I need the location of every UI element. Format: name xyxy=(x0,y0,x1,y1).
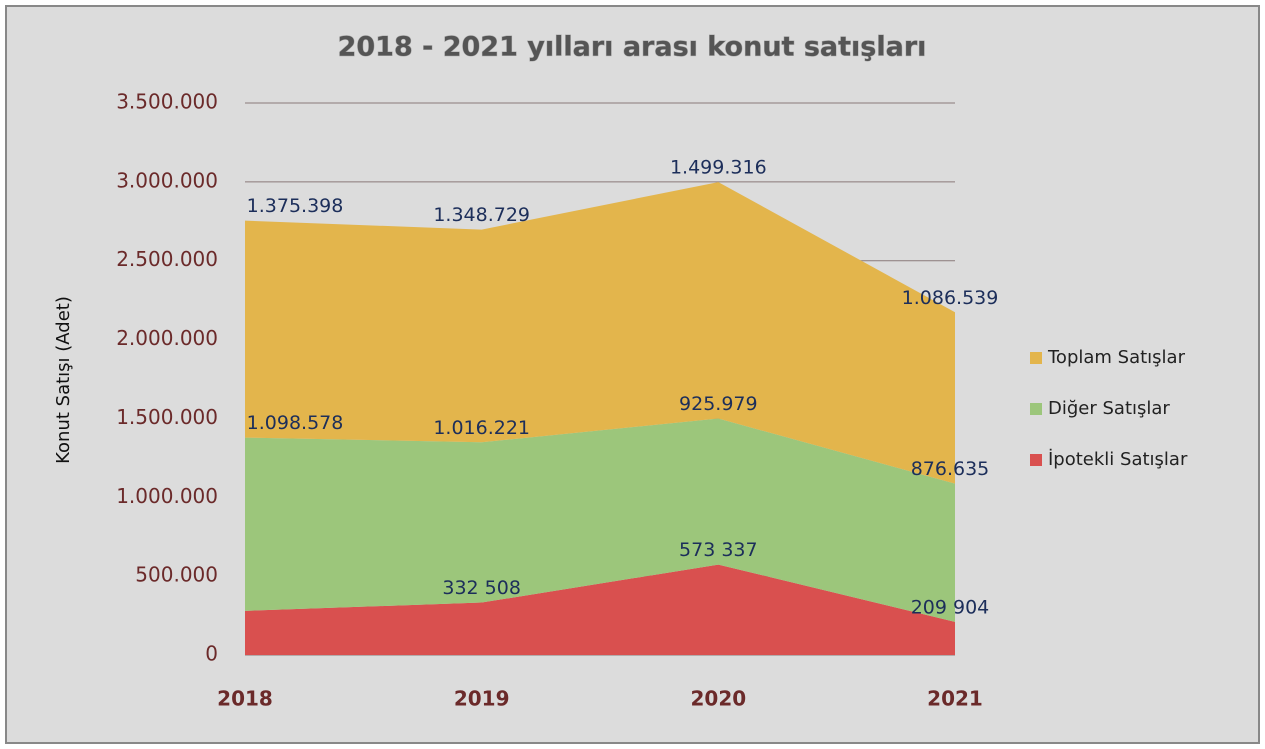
data-label: 573 337 xyxy=(679,539,758,561)
y-tick-label: 500.000 xyxy=(135,563,218,587)
area xyxy=(245,564,955,655)
data-label: 1.016.221 xyxy=(433,417,530,439)
y-tick-label: 3.500.000 xyxy=(116,90,218,114)
legend-label: Toplam Satışlar xyxy=(1047,347,1186,368)
y-tick-label: 3.000.000 xyxy=(116,168,218,192)
y-tick-label: 1.500.000 xyxy=(116,405,218,429)
data-label: 332 508 xyxy=(442,577,521,599)
data-label: 1.499.316 xyxy=(670,157,767,179)
x-tick-label: 2020 xyxy=(690,687,746,711)
data-label: 209 904 xyxy=(911,596,990,618)
y-tick-label: 0 xyxy=(205,642,218,666)
data-label: 1.098.578 xyxy=(247,412,344,434)
x-tick-label: 2018 xyxy=(217,687,273,711)
data-label: 925.979 xyxy=(679,393,758,415)
legend-swatch xyxy=(1030,352,1042,364)
y-tick-label: 2.000.000 xyxy=(116,326,218,350)
legend-swatch xyxy=(1030,403,1042,415)
data-label: 1.348.729 xyxy=(433,204,530,226)
legend-label: İpotekli Satışlar xyxy=(1048,449,1188,470)
chart-title: 2018 - 2021 yılları arası konut satışlar… xyxy=(338,32,927,63)
legend-label: Diğer Satışlar xyxy=(1048,398,1170,419)
area xyxy=(245,182,955,484)
y-tick-label: 2.500.000 xyxy=(116,247,218,271)
legend-swatch xyxy=(1030,454,1042,466)
y-axis-label: Konut Satışı (Adet) xyxy=(53,296,74,464)
y-tick-label: 1.000.000 xyxy=(116,484,218,508)
x-tick-label: 2019 xyxy=(454,687,510,711)
data-label: 1.375.398 xyxy=(247,195,344,217)
data-label: 876.635 xyxy=(911,458,990,480)
x-tick-label: 2021 xyxy=(927,687,983,711)
data-label: 1.086.539 xyxy=(902,287,999,309)
area xyxy=(245,418,955,622)
